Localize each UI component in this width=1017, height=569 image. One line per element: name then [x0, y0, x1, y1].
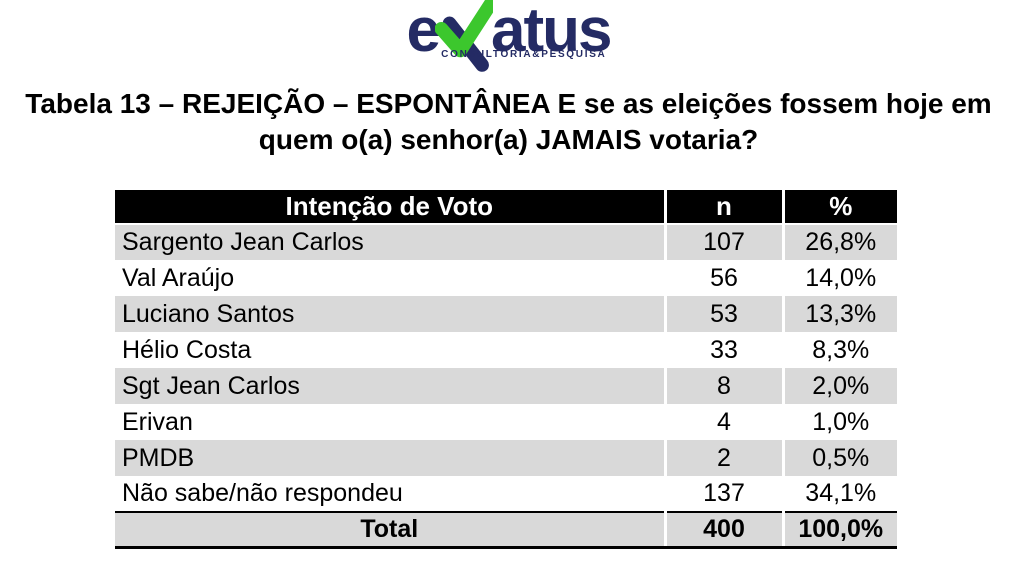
table-row: Sargento Jean Carlos 107 26,8%: [115, 224, 897, 260]
column-header-n: n: [665, 190, 785, 225]
table-row: Erivan 4 1,0%: [115, 404, 897, 440]
candidate-name-cell: Erivan: [115, 404, 667, 440]
total-pct-cell: 100,0%: [783, 511, 897, 549]
brand-logo: e atus CONSULTORIA&PESQUISA: [407, 0, 612, 72]
table-row: Sgt Jean Carlos 8 2,0%: [115, 368, 897, 404]
brand-tagline: CONSULTORIA&PESQUISA: [441, 49, 607, 60]
check-x-icon: [435, 0, 493, 72]
brand-wordmark: e atus: [407, 0, 612, 72]
candidate-name-cell: PMDB: [115, 440, 667, 476]
table-row: Não sabe/não respondeu 137 34,1%: [115, 476, 897, 512]
n-value-cell: 137: [665, 476, 785, 512]
candidate-name-cell: Sgt Jean Carlos: [115, 368, 667, 404]
pct-value-cell: 1,0%: [783, 404, 897, 440]
n-value-cell: 56: [665, 260, 785, 296]
pct-value-cell: 14,0%: [783, 260, 897, 296]
pct-value-cell: 0,5%: [783, 440, 897, 476]
candidate-name-cell: Sargento Jean Carlos: [115, 224, 667, 260]
pct-value-cell: 34,1%: [783, 476, 897, 512]
title-line-2: quem o(a) senhor(a) JAMAIS votaria?: [258, 124, 759, 155]
results-table-wrap: Intenção de Voto n % Sargento Jean Carlo…: [115, 190, 897, 549]
pct-value-cell: 8,3%: [783, 332, 897, 368]
n-value-cell: 4: [665, 404, 785, 440]
candidate-name-cell: Hélio Costa: [115, 332, 667, 368]
title-line-1: Tabela 13 – REJEIÇÃO – ESPONTÂNEA E se a…: [25, 88, 992, 119]
candidate-name-cell: Val Araújo: [115, 260, 667, 296]
column-header-intention: Intenção de Voto: [115, 190, 667, 225]
n-value-cell: 107: [665, 224, 785, 260]
table-row: Hélio Costa 33 8,3%: [115, 332, 897, 368]
brand-letters-atus: atus: [491, 0, 612, 65]
candidate-name-cell: Não sabe/não respondeu: [115, 476, 667, 512]
candidate-name-cell: Luciano Santos: [115, 296, 667, 332]
pct-value-cell: 26,8%: [783, 224, 897, 260]
total-n-cell: 400: [665, 511, 785, 549]
pct-value-cell: 13,3%: [783, 296, 897, 332]
results-table: Intenção de Voto n % Sargento Jean Carlo…: [115, 190, 897, 549]
table-row: PMDB 2 0,5%: [115, 440, 897, 476]
table-row: Luciano Santos 53 13,3%: [115, 296, 897, 332]
header-row: Intenção de Voto n %: [115, 190, 897, 225]
n-value-cell: 53: [665, 296, 785, 332]
n-value-cell: 2: [665, 440, 785, 476]
n-value-cell: 33: [665, 332, 785, 368]
n-value-cell: 8: [665, 368, 785, 404]
column-header-pct: %: [783, 190, 897, 225]
pct-value-cell: 2,0%: [783, 368, 897, 404]
total-label-cell: Total: [115, 511, 667, 549]
total-row: Total 400 100,0%: [115, 511, 897, 549]
table-row: Val Araújo 56 14,0%: [115, 260, 897, 296]
report-title: Tabela 13 – REJEIÇÃO – ESPONTÂNEA E se a…: [0, 86, 1017, 158]
